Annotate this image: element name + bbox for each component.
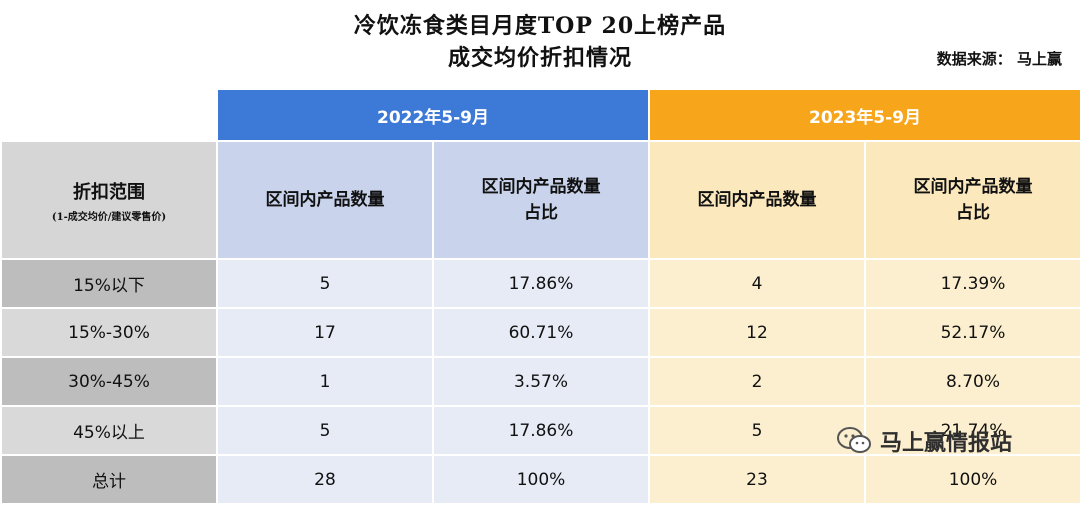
watermark: 马上赢情报站 [836,425,1012,457]
cell-share-2022: 17.86% [432,405,650,456]
data-source-label: 数据来源： 马上赢 [936,50,1062,68]
cell-share-2022: 60.71% [432,307,650,358]
table-row: 15%以下 5 17.86% 4 17.39% [0,258,1080,309]
cell-count-2022: 1 [216,356,434,407]
cell-count-2023: 12 [648,307,866,358]
cell-count-2023: 4 [648,258,866,309]
cell-share-2023: 17.39% [864,258,1080,309]
discount-range-label: 折扣范围 [73,181,145,203]
col-header-count-2023: 区间内产品数量 [648,140,866,260]
row-label: 15%-30% [0,307,218,358]
cell-count-2022: 17 [216,307,434,358]
table-row: 30%-45% 1 3.57% 2 8.70% [0,356,1080,407]
cell-count-2023: 23 [648,454,866,505]
table-row: 15%-30% 17 60.71% 12 52.17% [0,307,1080,358]
col-header-share-2023: 区间内产品数量占比 [864,140,1080,260]
table-row: 45%以上 5 17.86% 5 21.74% [0,405,1080,456]
row-label: 45%以上 [0,405,218,456]
cell-count-2022: 5 [216,405,434,456]
cell-count-2023: 5 [648,405,866,456]
wechat-icon [837,427,871,453]
cell-share-2022: 3.57% [432,356,650,407]
cell-share-2022: 100% [432,454,650,505]
watermark-text: 马上赢情报站 [880,431,1013,456]
row-label-total: 总计 [0,454,218,505]
col-header-share-2022: 区间内产品数量占比 [432,140,650,260]
cell-share-2023: 8.70% [864,356,1080,407]
cell-share-2022: 17.86% [432,258,650,309]
cell-count-2022: 5 [216,258,434,309]
col-header-count-2022: 区间内产品数量 [216,140,434,260]
row-label: 15%以下 [0,258,218,309]
discount-range-header: 折扣范围 (1-成交均价/建议零售价) [0,140,218,260]
col-header-share-2023-text: 区间内产品数量占比 [913,177,1033,223]
period-header-2022: 2022年5-9月 [216,88,650,142]
col-header-share-2022-text: 区间内产品数量占比 [481,177,601,223]
cell-share-2023: 21.74% [864,405,1080,456]
chart-title-line1: 冷饮冻食类目月度TOP 20上榜产品 [353,13,727,39]
period-header-2023: 2023年5-9月 [648,88,1080,142]
header-blank-cell [0,88,218,142]
cell-count-2022: 28 [216,454,434,505]
row-label: 30%-45% [0,356,218,407]
chart-title-line2: 成交均价折扣情况 [447,45,632,71]
cell-share-2023: 52.17% [864,307,1080,358]
table-row-total: 总计 28 100% 23 100% [0,454,1080,505]
discount-range-note: (1-成交均价/建议零售价) [51,211,167,223]
cell-share-2023: 100% [864,454,1080,505]
cell-count-2023: 2 [648,356,866,407]
